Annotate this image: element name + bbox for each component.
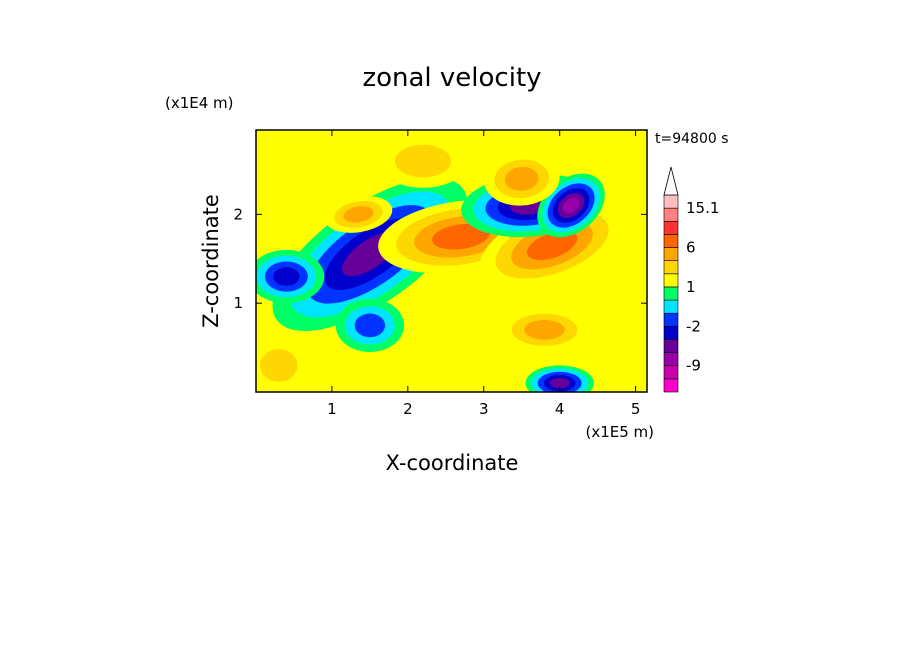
colorbar-label: -2	[686, 317, 701, 335]
colorbar-segment	[663, 207, 679, 222]
x-tick-label: 5	[631, 400, 641, 418]
colorbar-segment	[663, 365, 679, 380]
field-contour	[415, 356, 492, 392]
field-layer	[256, 134, 625, 392]
field-contour	[343, 206, 374, 223]
time-label: t=94800 s	[655, 131, 729, 147]
field-contour	[549, 378, 570, 389]
colorbar-segment	[663, 220, 679, 235]
colorbar-segment	[663, 194, 679, 209]
x-tick-label: 3	[479, 400, 489, 418]
colorbar-segment	[663, 352, 679, 367]
colorbar-extend-arrow	[663, 166, 679, 196]
y-axis-label: Z-coordinate	[199, 194, 223, 328]
field-contour	[394, 144, 452, 178]
x-tick-label: 1	[327, 400, 337, 418]
field-contour	[273, 267, 300, 286]
field-contour	[524, 319, 565, 340]
chart-title: zonal velocity	[362, 63, 541, 93]
field-contour	[260, 348, 298, 382]
y-axis: 12	[233, 205, 647, 312]
colorbar-segment	[663, 234, 679, 248]
field-contour	[504, 166, 539, 191]
y-tick-label: 1	[233, 294, 243, 312]
colorbar-label: -9	[686, 357, 701, 375]
colorbar-segment	[663, 326, 679, 340]
field-contour	[432, 223, 490, 250]
x-axis-label: X-coordinate	[386, 451, 519, 475]
colorbar: 15.1 6 1 -2 -9	[663, 166, 719, 393]
y-unit-label: (x1E4 m)	[165, 94, 234, 112]
colorbar-segment	[663, 260, 679, 275]
plot-area	[256, 130, 647, 392]
colorbar-label: 15.1	[686, 199, 719, 217]
colorbar-segment	[663, 247, 679, 261]
colorbar-segment	[663, 299, 679, 314]
field-contour	[354, 313, 386, 338]
x-axis: 1 2 3 4 5	[327, 130, 640, 418]
x-unit-label: (x1E5 m)	[585, 423, 654, 441]
field-contour	[526, 230, 578, 261]
colorbar-segment	[663, 312, 679, 327]
colorbar-label: 6	[686, 239, 696, 257]
field-contour	[562, 197, 580, 214]
colorbar-segment	[663, 378, 679, 393]
x-tick-label: 4	[555, 400, 565, 418]
y-tick-label: 2	[233, 205, 243, 223]
plot-frame	[255, 129, 648, 393]
colorbar-segment	[663, 339, 679, 353]
colorbar-segment	[663, 286, 679, 301]
colorbar-label: 1	[686, 278, 696, 296]
colorbar-segment	[663, 273, 679, 288]
x-tick-label: 2	[403, 400, 413, 418]
